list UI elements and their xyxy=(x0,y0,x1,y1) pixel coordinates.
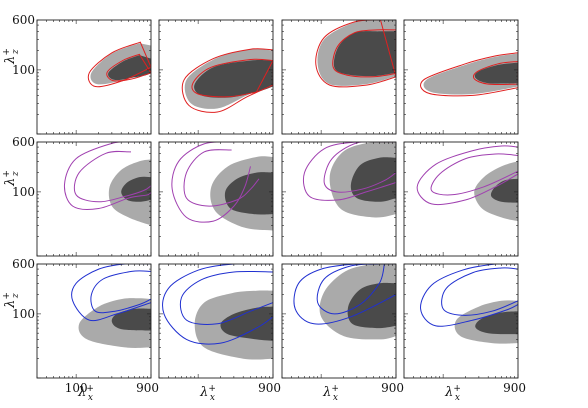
panel-ticks xyxy=(36,141,152,257)
panel-ticks xyxy=(36,263,152,379)
panel-ticks xyxy=(281,141,397,257)
x-tick-label: 900 xyxy=(258,381,281,395)
x-tick-label: 900 xyxy=(136,381,159,395)
inner-contour-line xyxy=(90,270,151,314)
inner-contour-region xyxy=(490,178,518,203)
inner-contour-region xyxy=(224,172,273,215)
inner-contour-region xyxy=(350,157,396,202)
outer-contour-line xyxy=(420,264,518,327)
panel-ticks xyxy=(158,263,274,379)
panel-r3-c4 xyxy=(403,263,519,379)
x-tick-label: 100 xyxy=(65,381,88,395)
x-axis-label: λ+ x xyxy=(77,384,94,403)
y-tick-label: 600 xyxy=(12,257,35,271)
inner-contour-line xyxy=(183,149,260,207)
y-tick-label: 100 xyxy=(12,185,35,199)
panel-frame xyxy=(281,263,397,379)
panel-frame xyxy=(403,141,519,257)
outer-contour-line xyxy=(416,145,518,206)
panel-ticks xyxy=(403,19,519,135)
outer-contour-line xyxy=(315,20,396,88)
panel-frame xyxy=(158,141,274,257)
outer-contour-line xyxy=(171,142,251,223)
panel-r1-c3 xyxy=(281,19,397,135)
inner-contour-region xyxy=(108,55,151,81)
y-tick-label: 100 xyxy=(12,63,35,77)
outer-contour-line xyxy=(63,142,151,210)
inner-contour-region xyxy=(474,62,518,84)
x-tick-label: 900 xyxy=(381,381,404,395)
panel-ticks xyxy=(281,19,397,135)
panel-r1-c4 xyxy=(403,19,519,135)
panel-frame xyxy=(403,263,519,379)
outer-contour-line xyxy=(420,52,518,97)
panel-r2-c2 xyxy=(158,141,274,257)
panel-frame xyxy=(281,19,397,135)
panel-r2-c1 xyxy=(36,141,152,257)
panel-ticks xyxy=(281,263,397,379)
inner-contour-line xyxy=(332,29,396,78)
panel-r3-c2 xyxy=(158,263,274,379)
inner-contour-region xyxy=(111,308,151,331)
inner-contour-line xyxy=(73,150,151,203)
y-axis-label: λ+z xyxy=(2,292,21,309)
inner-contour-region xyxy=(347,282,396,329)
x-axis-label: λ+ x xyxy=(322,384,339,403)
panel-ticks xyxy=(158,141,274,257)
panel-frame xyxy=(36,141,152,257)
panel-frame xyxy=(158,19,274,135)
inner-contour-line xyxy=(106,53,151,82)
panel-ticks xyxy=(403,141,519,257)
y-tick-label: 600 xyxy=(12,13,35,27)
panel-r2-c4 xyxy=(403,141,519,257)
inner-contour-line xyxy=(323,142,396,193)
inner-contour-line xyxy=(472,60,518,85)
outer-contour-line xyxy=(162,264,273,345)
x-axis-label: λ+ x xyxy=(444,384,461,403)
inner-contour-region xyxy=(220,306,273,341)
panel-ticks xyxy=(36,19,152,135)
panel-r2-c3 xyxy=(281,141,397,257)
x-tick-label: 900 xyxy=(503,381,526,395)
y-tick-label: 600 xyxy=(12,135,35,149)
outer-contour-line xyxy=(181,48,273,113)
panel-r1-c1 xyxy=(36,19,152,135)
inner-contour-line xyxy=(430,153,518,196)
panel-r1-c2 xyxy=(158,19,274,135)
y-tick-label: 100 xyxy=(12,307,35,321)
panel-r3-c3 xyxy=(281,263,397,379)
panel-r3-c1 xyxy=(36,263,152,379)
inner-contour-region xyxy=(194,60,273,98)
panel-frame xyxy=(281,141,397,257)
panel-frame xyxy=(36,19,152,135)
y-axis-label: λ+z xyxy=(2,170,21,187)
inner-contour-line xyxy=(316,264,385,315)
panel-frame xyxy=(403,19,519,135)
panel-frame xyxy=(36,263,152,379)
inner-contour-region xyxy=(333,31,396,77)
inner-contour-line xyxy=(191,58,273,98)
panel-frame xyxy=(158,263,274,379)
y-axis-label: λ+z xyxy=(2,48,21,65)
panel-ticks xyxy=(158,19,274,135)
inner-contour-line xyxy=(179,270,273,325)
panel-ticks xyxy=(403,263,519,379)
x-axis-label: λ+ x xyxy=(199,384,216,403)
inner-contour-line xyxy=(441,267,518,316)
outer-contour-line xyxy=(87,41,151,88)
